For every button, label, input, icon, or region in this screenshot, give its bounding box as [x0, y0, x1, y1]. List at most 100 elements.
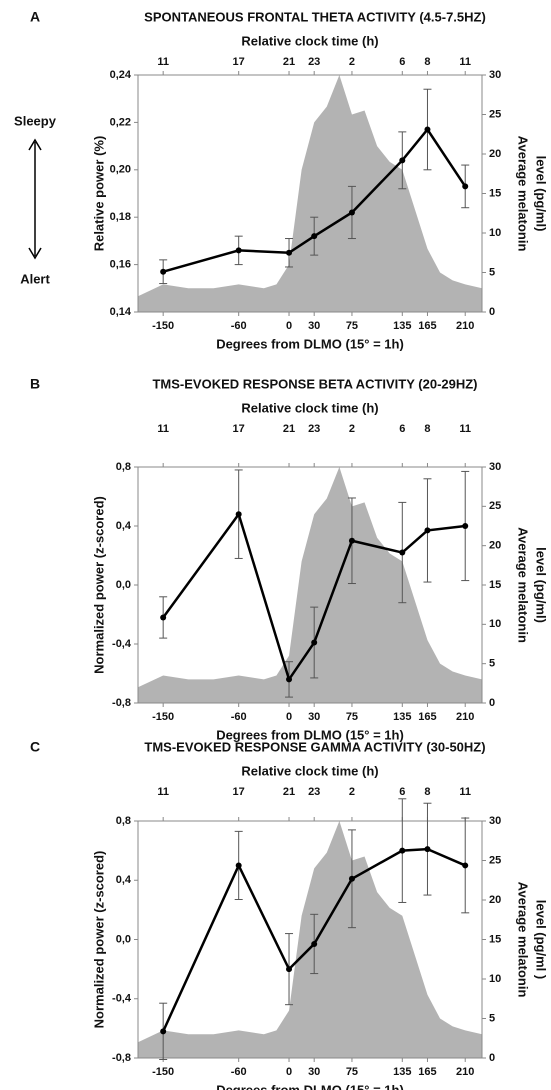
- x-tick-label: -60: [231, 320, 247, 332]
- top-tick-label: 17: [233, 786, 245, 798]
- y-tick-label: 0,4: [116, 874, 132, 886]
- y2-axis-label: level (pg/ml): [534, 156, 549, 232]
- top-tick-label: 11: [157, 423, 169, 435]
- y2-tick-label: 15: [489, 187, 501, 199]
- top-tick-label: 6: [399, 423, 405, 435]
- y2-tick-label: 10: [489, 227, 501, 239]
- y-tick-label: 0,8: [116, 461, 131, 473]
- top-axis-label: Relative clock time (h): [241, 33, 378, 48]
- top-tick-label: 17: [233, 423, 245, 435]
- x-tick-label: 75: [346, 320, 358, 332]
- data-point: [424, 846, 431, 853]
- top-tick-label: 2: [349, 786, 355, 798]
- y2-tick-label: 30: [489, 69, 501, 81]
- y2-tick-label: 10: [489, 618, 501, 630]
- top-tick-label: 21: [283, 786, 295, 798]
- top-tick-label: 2: [349, 423, 355, 435]
- data-point: [311, 233, 318, 240]
- top-tick-label: 8: [424, 423, 430, 435]
- x-tick-label: 30: [308, 1066, 320, 1078]
- x-tick-label: 135: [393, 1066, 411, 1078]
- y2-tick-label: 10: [489, 973, 501, 985]
- top-tick-label: 17: [233, 56, 245, 68]
- melatonin-area: [138, 467, 482, 703]
- x-tick-label: 165: [418, 711, 436, 723]
- x-tick-label: -150: [152, 711, 174, 723]
- chart-title: TMS-EVOKED RESPONSE BETA ACTIVITY (20-29…: [152, 376, 477, 391]
- data-point: [235, 247, 242, 254]
- annotation: Alert: [20, 271, 50, 286]
- data-point: [160, 614, 167, 621]
- data-point: [462, 523, 469, 529]
- panel-label: C: [30, 739, 40, 755]
- top-tick-label: 23: [308, 56, 320, 68]
- y-tick-label: 0,24: [110, 69, 132, 81]
- y2-axis-label: Average melatonin: [516, 882, 531, 998]
- data-point: [286, 676, 293, 683]
- x-tick-label: 75: [346, 711, 358, 723]
- y-tick-label: 0,4: [116, 520, 132, 532]
- data-point: [286, 249, 293, 256]
- y2-tick-label: 5: [489, 266, 495, 278]
- chart-title: SPONTANEOUS FRONTAL THETA ACTIVITY (4.5-…: [144, 9, 486, 24]
- y2-tick-label: 30: [489, 461, 501, 473]
- x-tick-label: 30: [308, 711, 320, 723]
- data-point: [399, 549, 406, 556]
- y2-tick-label: 20: [489, 148, 501, 160]
- y2-tick-label: 30: [489, 815, 501, 827]
- x-tick-label: 165: [418, 1066, 436, 1078]
- top-axis-label: Relative clock time (h): [241, 763, 378, 778]
- y-tick-label: 0,14: [110, 306, 132, 318]
- data-point: [348, 209, 355, 216]
- y-tick-label: 0,18: [110, 211, 131, 223]
- top-axis-label: Relative clock time (h): [241, 400, 378, 415]
- data-line: [162, 127, 467, 273]
- y2-tick-label: 25: [489, 854, 501, 866]
- x-tick-label: 30: [308, 320, 320, 332]
- y-tick-label: -0,8: [112, 697, 131, 709]
- data-point: [424, 126, 431, 133]
- annotation: Sleepy: [14, 113, 57, 128]
- data-point: [462, 862, 469, 869]
- top-tick-label: 11: [157, 56, 169, 68]
- data-point: [160, 1028, 167, 1035]
- data-point: [462, 183, 469, 190]
- x-tick-label: 210: [456, 1066, 474, 1078]
- x-tick-label: -150: [152, 320, 174, 332]
- top-tick-label: 6: [399, 786, 405, 798]
- x-tick-label: -60: [231, 1066, 247, 1078]
- x-tick-label: 0: [286, 320, 292, 332]
- x-tick-label: -60: [231, 711, 247, 723]
- y-axis-label: Normalized power (z-scored): [91, 851, 106, 1029]
- melatonin-area: [138, 75, 482, 312]
- x-axis-label: Degrees from DLMO (15° = 1h): [216, 1082, 404, 1090]
- data-line: [162, 511, 466, 683]
- data-point: [348, 875, 355, 882]
- y-tick-label: 0,8: [116, 815, 131, 827]
- y-tick-label: -0,4: [112, 993, 132, 1005]
- y2-tick-label: 0: [489, 306, 495, 318]
- arrow-head: [28, 138, 42, 260]
- y2-tick-label: 0: [489, 697, 495, 709]
- data-point: [235, 862, 242, 869]
- y2-tick-label: 5: [489, 1012, 495, 1024]
- data-point: [286, 966, 293, 973]
- top-tick-label: 11: [459, 786, 471, 798]
- y2-tick-label: 5: [489, 658, 495, 670]
- top-tick-label: 2: [349, 56, 355, 68]
- data-point: [399, 847, 406, 854]
- y-tick-label: 0,16: [110, 259, 131, 271]
- y-tick-label: 0,20: [110, 164, 131, 176]
- x-tick-label: 0: [286, 711, 292, 723]
- x-tick-label: 210: [456, 711, 474, 723]
- x-tick-label: 210: [456, 320, 474, 332]
- y2-tick-label: 0: [489, 1052, 495, 1064]
- y-tick-label: -0,4: [112, 638, 132, 650]
- data-line: [162, 847, 466, 1032]
- y2-tick-label: 25: [489, 108, 501, 120]
- y2-axis-label: Average melatonin: [516, 527, 531, 643]
- y-tick-label: 0,22: [110, 116, 131, 128]
- top-tick-label: 11: [459, 423, 471, 435]
- y-tick-label: 0,0: [116, 933, 131, 945]
- y-axis-label: Relative power (%): [91, 136, 106, 252]
